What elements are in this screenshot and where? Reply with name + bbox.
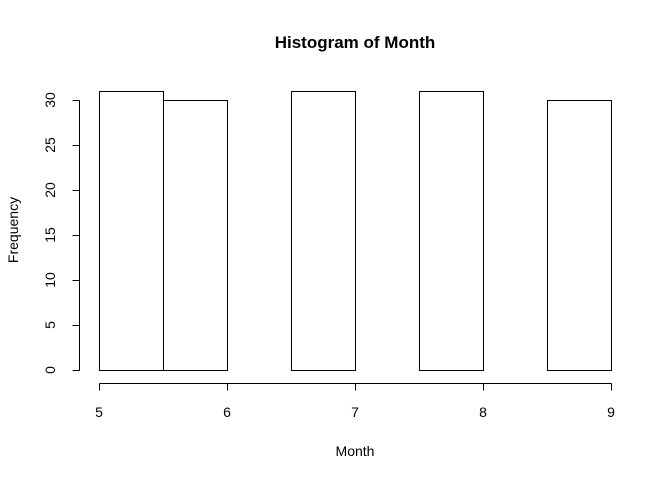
x-tick-label: 9 xyxy=(607,404,615,420)
y-tick-label: 0 xyxy=(42,366,58,374)
x-tick-label: 7 xyxy=(351,404,359,420)
histogram-bar xyxy=(419,91,484,371)
y-tick-label: 10 xyxy=(42,272,58,288)
y-tick-label: 25 xyxy=(42,137,58,153)
y-tick-label: 20 xyxy=(42,182,58,198)
y-axis: 0 5 10 15 20 25 30 xyxy=(42,92,80,374)
x-axis: 5 6 7 8 9 xyxy=(95,383,615,420)
y-tick-label: 15 xyxy=(42,227,58,243)
histogram-bar xyxy=(99,91,164,371)
y-tick-label: 30 xyxy=(42,92,58,108)
x-tick-label: 6 xyxy=(223,404,231,420)
x-axis-label: Month xyxy=(336,443,375,459)
x-tick-label: 8 xyxy=(479,404,487,420)
histogram-bar xyxy=(291,91,356,371)
chart-title: Histogram of Month xyxy=(275,33,436,52)
bars-group xyxy=(99,91,612,371)
histogram-bar xyxy=(547,100,612,371)
x-tick-label: 5 xyxy=(95,404,103,420)
y-axis-label: Frequency xyxy=(5,197,21,263)
histogram-bar xyxy=(163,100,228,371)
y-tick-label: 5 xyxy=(42,321,58,329)
